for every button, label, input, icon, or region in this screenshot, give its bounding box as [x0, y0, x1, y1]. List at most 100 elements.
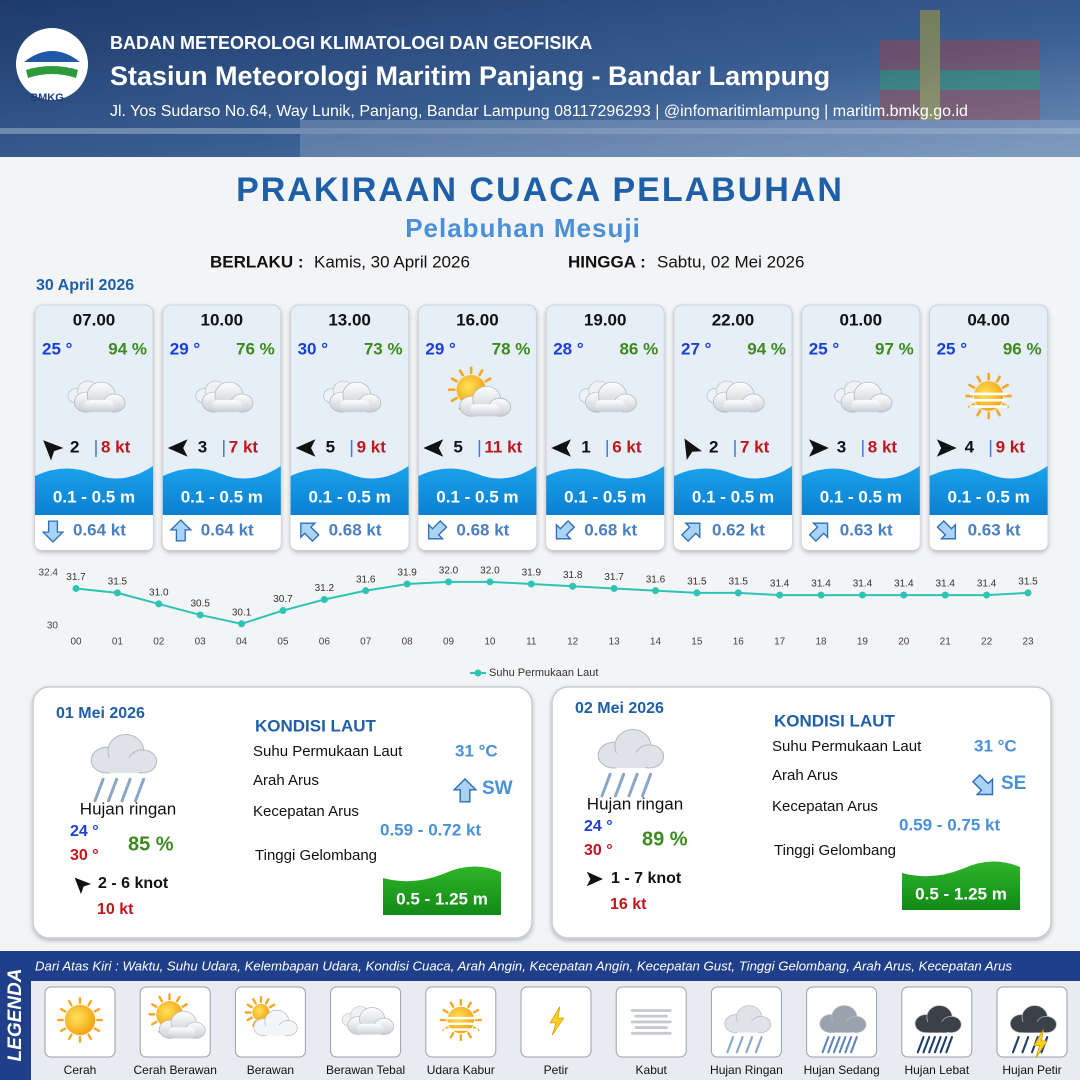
point: [72, 584, 80, 592]
data-label: 31.6: [356, 574, 376, 585]
valid-to-label: HINGGA :: [568, 252, 646, 271]
current-speed: 0.64 kt: [201, 520, 254, 539]
data-label: 31.4: [977, 579, 997, 590]
data-label: 31.7: [604, 572, 624, 583]
weather-icon: [90, 733, 158, 803]
rain: [120, 777, 132, 803]
rain: [600, 772, 612, 798]
weather-icon: [597, 728, 665, 798]
rain: [107, 777, 119, 803]
cloud: [158, 1010, 206, 1039]
cloud-part: [168, 1027, 196, 1039]
date: 02 Mei 2026: [575, 700, 664, 717]
sun-ray: [175, 995, 181, 1003]
valid-from: Kamis, 30 April 2026: [314, 252, 470, 271]
gust: 9 kt: [357, 437, 387, 456]
wind-arrow: [586, 871, 603, 887]
weather-icon: [323, 380, 382, 413]
sea-heading: KONDISI LAUT: [774, 711, 896, 730]
data-label: 31.2: [315, 583, 335, 594]
legend-item: Hujan Lebat: [904, 1063, 969, 1077]
x-tick-label: 23: [1022, 637, 1034, 648]
daily-panel: 02 Mei 2026 Hujan ringan 24 ° 30 ° 89 % 1 - 7…: [551, 686, 1052, 939]
x-tick-label: 20: [898, 637, 910, 648]
cloud: [724, 1005, 772, 1033]
point: [569, 582, 577, 590]
card-lower: [546, 515, 665, 550]
wave-height: 0.1 - 0.5 m: [181, 487, 263, 506]
gust: 8 kt: [868, 437, 898, 456]
sun-ray: [449, 1001, 455, 1009]
rain: [933, 1036, 942, 1054]
current-speed: 0.62 kt: [712, 520, 765, 539]
wind-speed: 1: [581, 437, 590, 456]
weather-icon: [439, 998, 482, 1042]
wave-label: Tinggi Gelombang: [255, 847, 377, 864]
wind-arrow: [295, 439, 316, 457]
panel-bg: [551, 686, 1052, 939]
rain: [832, 1036, 841, 1054]
point: [155, 600, 163, 608]
point: [403, 580, 411, 588]
header-decor: [0, 10, 1080, 157]
sun-ray: [181, 1003, 188, 1008]
cloud: [1009, 1005, 1057, 1033]
cloud: [73, 381, 126, 413]
point: [693, 589, 701, 597]
sun-ray: [995, 409, 1001, 417]
legend-item: Hujan Petir: [1002, 1063, 1061, 1077]
point: [527, 580, 535, 588]
data-label: 31.5: [1018, 577, 1038, 588]
rain: [922, 1036, 931, 1054]
line: [75, 580, 1029, 625]
data-label: 30.1: [232, 607, 252, 618]
condition: Hujan ringan: [80, 799, 176, 818]
legend-top: [0, 951, 1080, 981]
sun-ray: [87, 999, 93, 1007]
wave-block: [383, 866, 501, 915]
time: 10.00: [201, 310, 244, 329]
data-label: 31.9: [522, 568, 542, 579]
point: [238, 620, 246, 628]
wind-speed: 3: [198, 437, 207, 456]
weather-icon: [724, 1005, 772, 1054]
weather-icon: [244, 996, 298, 1037]
wave-height: 0.1 - 0.5 m: [820, 487, 902, 506]
current-arrow: [300, 522, 320, 543]
data-label: 31.5: [108, 577, 128, 588]
wind-speed: 4: [965, 437, 975, 456]
cloud-part: [611, 752, 650, 768]
wind-arrow: [551, 439, 571, 457]
sun-ray: [467, 1001, 472, 1009]
title: PRAKIRAAN CUACA PELABUHAN: [236, 171, 844, 209]
point: [776, 591, 784, 599]
current-dir: SW: [482, 778, 513, 799]
wind-arrow: [43, 440, 64, 461]
cloud-part: [851, 400, 881, 413]
weather-icon: [578, 380, 637, 413]
rain: [134, 777, 146, 803]
rain: [726, 1036, 735, 1054]
wave-height: 0.1 - 0.5 m: [564, 487, 646, 506]
point: [362, 587, 370, 595]
current-arrow: [427, 519, 448, 540]
gust: 9 kt: [996, 437, 1026, 456]
wave-height: 0.1 - 0.5 m: [53, 487, 135, 506]
sun-ray: [93, 1027, 101, 1033]
data-label: 31.4: [935, 579, 955, 590]
rain: [735, 1036, 744, 1054]
y-tick-label: 32.4: [39, 568, 59, 579]
gust: 6 kt: [612, 437, 642, 456]
time: 19.00: [584, 310, 627, 329]
card-lower: [162, 515, 281, 550]
gust: 7 kt: [229, 437, 259, 456]
sun-ray: [976, 375, 982, 383]
weather-icon: [630, 1009, 672, 1035]
current-arrow: [971, 773, 994, 796]
cloud: [914, 1005, 962, 1033]
current-speed: 0.68 kt: [329, 520, 382, 539]
point: [610, 584, 618, 592]
data-label: 30.7: [273, 594, 293, 605]
current-speed-label: Kecepatan Arus: [253, 803, 359, 820]
